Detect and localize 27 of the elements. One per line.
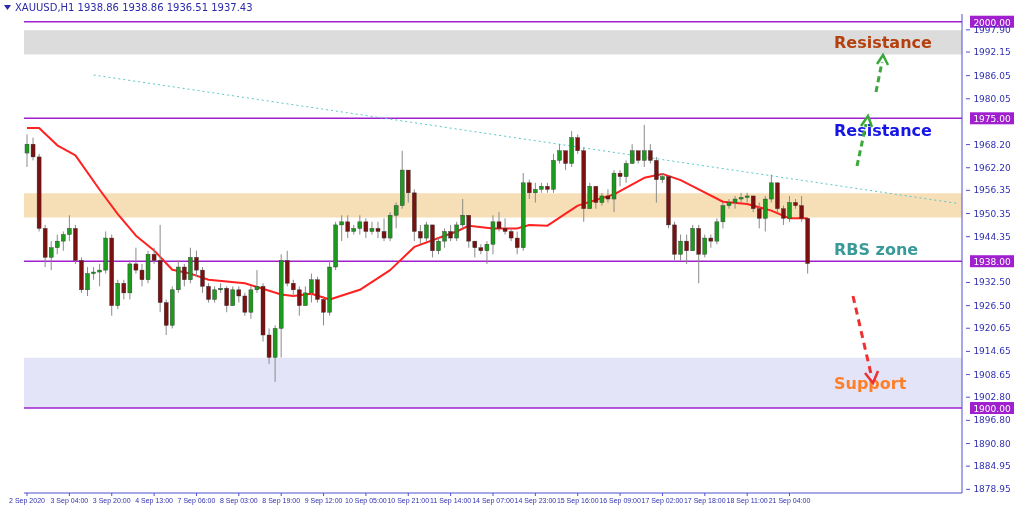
y-tick-label: 1878.95 [973, 484, 1011, 495]
band-label: Support [834, 373, 907, 393]
ref-line-label: RBS zone [834, 240, 919, 260]
y-tick-label: 1944.35 [973, 231, 1011, 242]
ref-line-label: Resistance [834, 121, 933, 141]
y-tick-label: 1920.65 [973, 323, 1011, 334]
y-tick-label: 1975.00 [973, 114, 1011, 125]
y-tick-label: 1884.95 [973, 461, 1011, 472]
y-tick-label: 1950.35 [973, 208, 1011, 219]
y-tick-label: 1980.05 [973, 93, 1011, 104]
y-tick-label: 1900.00 [973, 404, 1011, 415]
y-tick-label: 1908.65 [973, 369, 1011, 380]
y-tick-label: 1956.35 [973, 185, 1011, 196]
y-tick-label: 1932.50 [973, 277, 1011, 288]
line-series [26, 126, 809, 301]
y-tick-label: 1902.80 [973, 392, 1011, 403]
y-tick-label: 1986.05 [973, 70, 1011, 81]
y-tick-label: 1962.20 [973, 162, 1011, 173]
y-tick-label: 1890.80 [973, 438, 1011, 449]
y-tick-label: 1992.15 [973, 47, 1011, 58]
chart-title: XAUUSD,H1 1938.86 1938.86 1936.51 1937.43 [15, 2, 253, 13]
y-tick-label: 1914.65 [973, 346, 1011, 357]
y-tick-label: 1968.20 [973, 139, 1011, 150]
y-tick-label: 1938.00 [973, 257, 1011, 268]
y-tick-label: 1926.50 [973, 300, 1011, 311]
y-tick-label: 1896.80 [973, 415, 1011, 426]
band-label: Resistance [834, 33, 933, 53]
